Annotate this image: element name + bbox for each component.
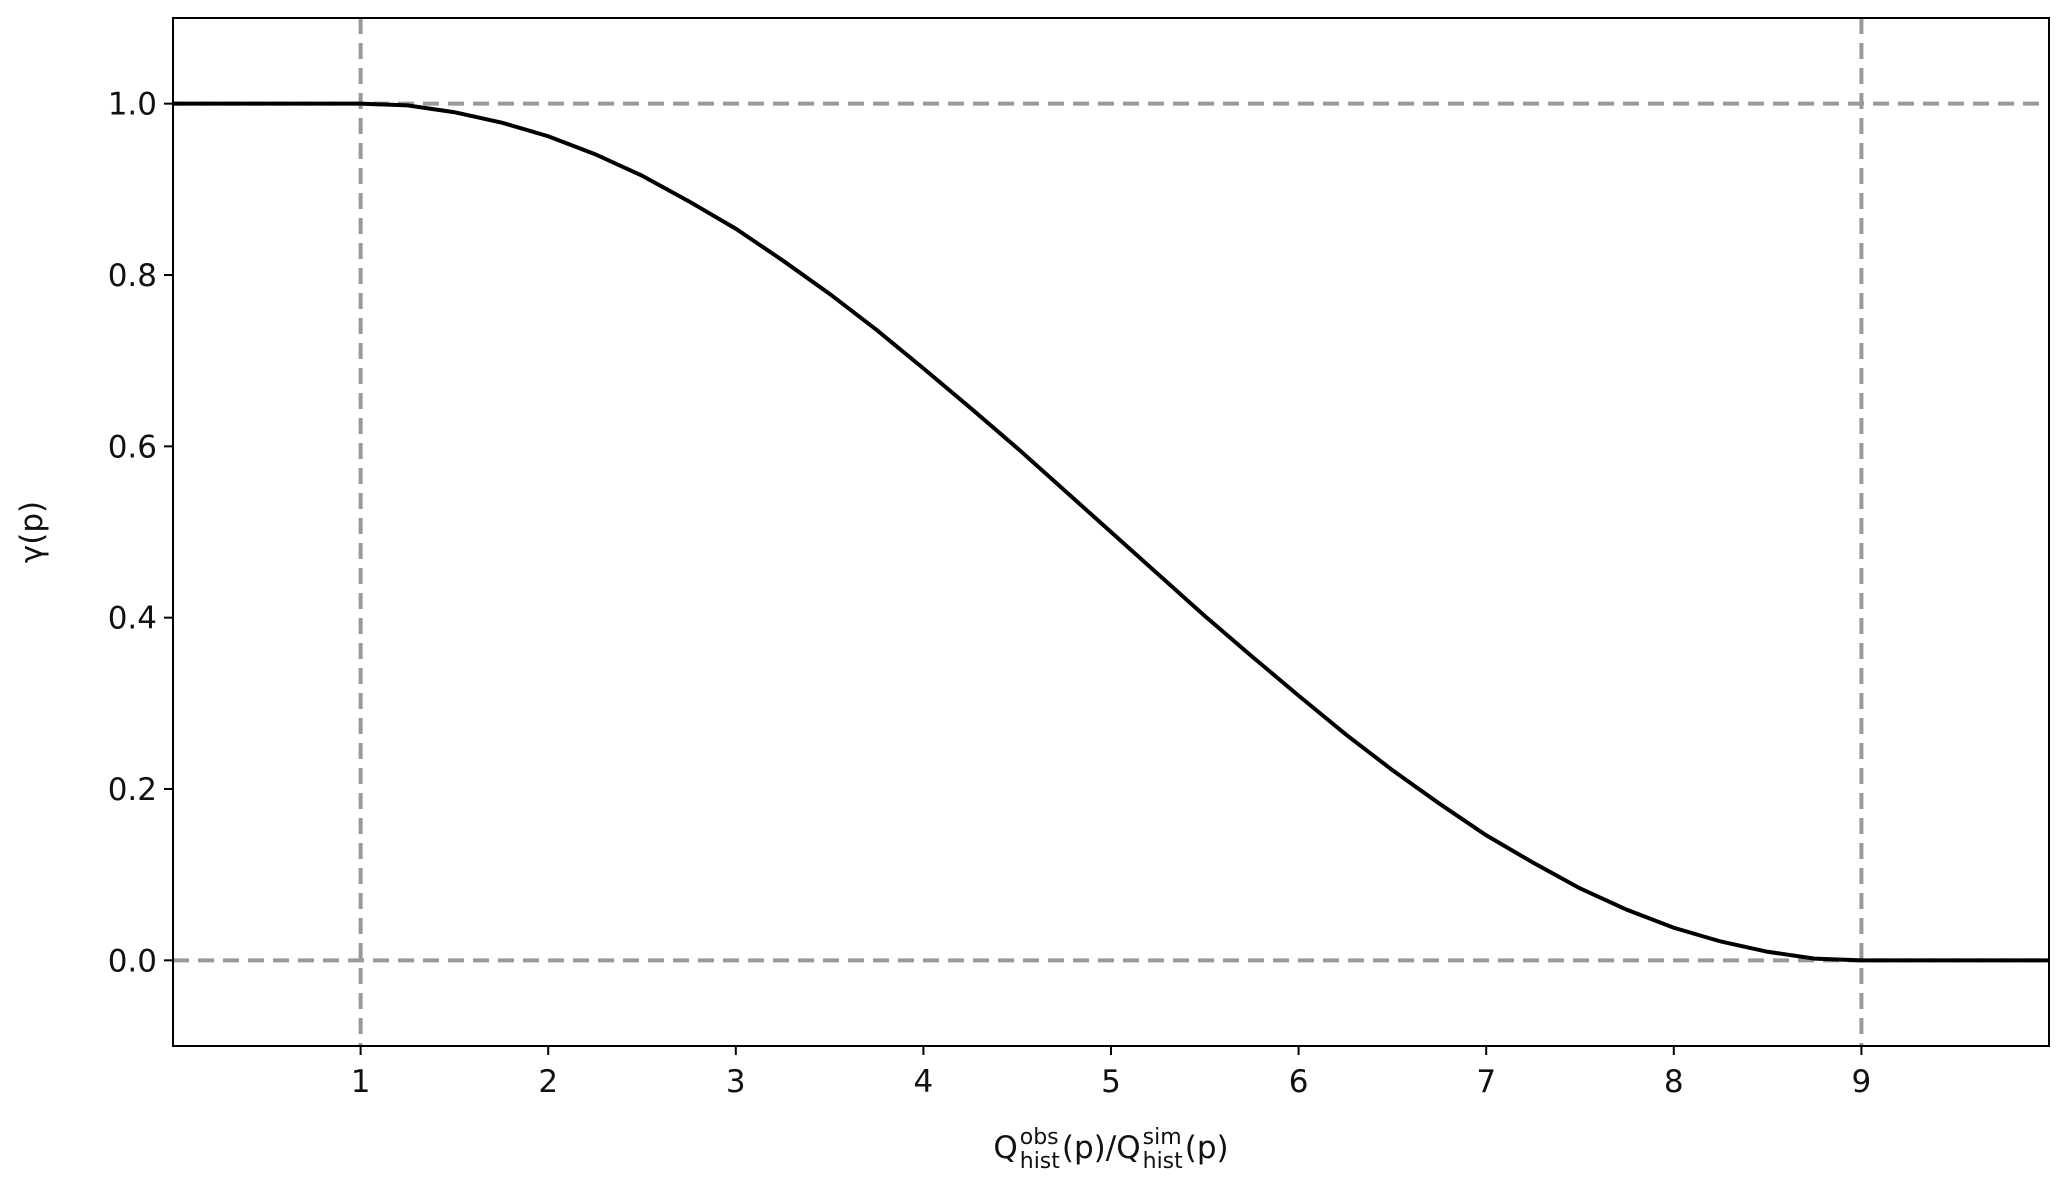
x-tick-label: 3 [726, 1064, 746, 1100]
x-axis-label-sub: hist [1020, 1149, 1061, 1174]
y-tick-label: 1.0 [108, 87, 157, 123]
y-tick-label: 0.0 [108, 943, 157, 979]
y-tick-label: 0.6 [108, 429, 157, 465]
x-tick-label: 2 [538, 1064, 558, 1100]
y-tick-label: 0.2 [108, 772, 157, 808]
x-tick-label: 6 [1289, 1064, 1309, 1100]
plot-frame [172, 17, 2050, 1047]
x-axis-label-sup: obs [1020, 1125, 1059, 1150]
x-axis-label-text: Q [993, 1130, 1017, 1166]
y-tick-label: 0.4 [108, 601, 157, 637]
x-axis-label-sup: sim [1143, 1125, 1182, 1150]
x-axis-label-sub: hist [1143, 1149, 1184, 1174]
x-tick-label: 1 [351, 1064, 371, 1100]
y-tick-label: 0.8 [108, 258, 157, 294]
x-tick-label: 4 [914, 1064, 934, 1100]
x-tick-label: 9 [1852, 1064, 1872, 1100]
x-axis-label-text: (p)/Q [1062, 1130, 1141, 1166]
line [173, 101, 2049, 963]
y-axis-label: γ(p) [14, 501, 50, 563]
x-axis-label-text: (p) [1185, 1130, 1229, 1166]
x-tick-label: 5 [1101, 1064, 1121, 1100]
x-tick-label: 8 [1664, 1064, 1684, 1100]
x-tick-label: 7 [1476, 1064, 1496, 1100]
